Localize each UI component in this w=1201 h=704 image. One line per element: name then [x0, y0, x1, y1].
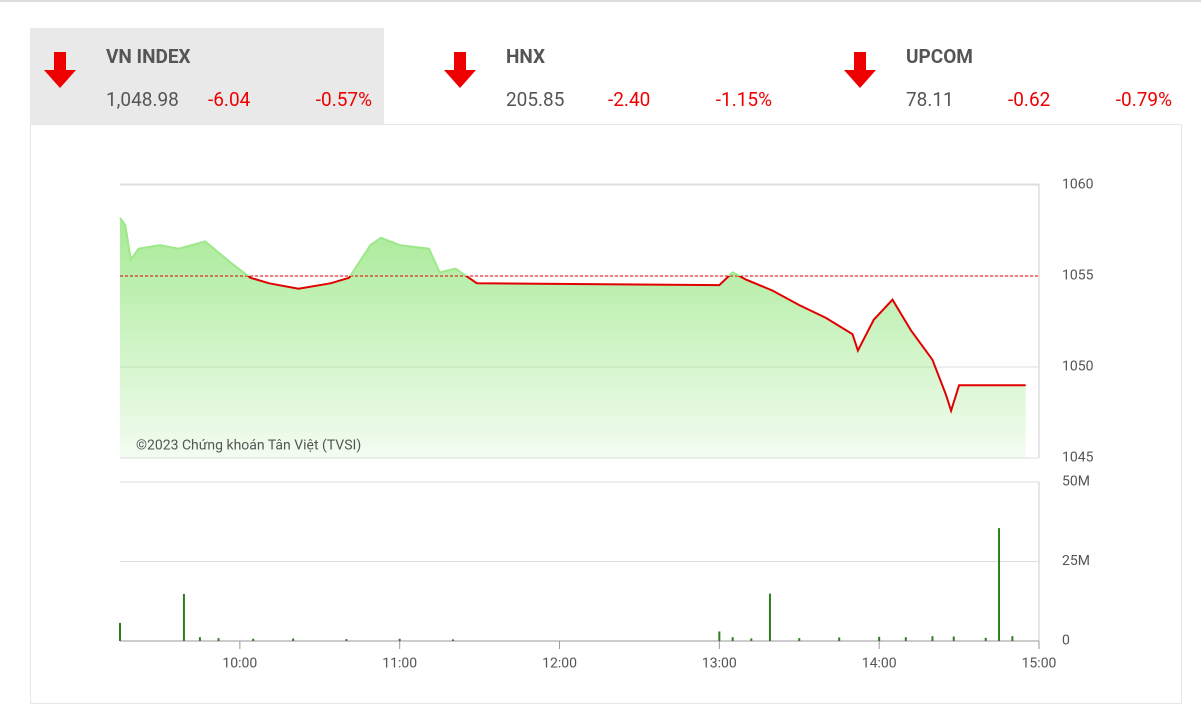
- index-change: -0.62: [1008, 88, 1051, 111]
- index-percent: -0.79%: [1115, 88, 1172, 111]
- index-value: 1,048.98: [106, 88, 179, 111]
- index-tab[interactable]: UPCOM 78.11 -0.62 -0.79%: [830, 28, 1184, 124]
- down-arrow: [444, 52, 476, 88]
- copyright: ©2023 Chứng khoán Tân Việt (TVSI): [136, 438, 361, 454]
- volume-bar: [952, 636, 955, 641]
- down-arrow: [44, 52, 76, 88]
- volume-bar: [798, 638, 801, 641]
- y-tick-label: 1055: [1062, 268, 1094, 284]
- x-tick-label: 12:00: [542, 656, 577, 672]
- down-arrow: [844, 52, 876, 88]
- volume-bar: [998, 528, 1001, 641]
- index-name: VN INDEX: [106, 45, 191, 68]
- index-percent: -1.15%: [715, 88, 772, 111]
- volume-bar: [931, 636, 934, 641]
- y-tick-label: 0: [1062, 633, 1070, 649]
- volume-bar: [217, 638, 220, 641]
- index-percent: -0.57%: [315, 88, 372, 111]
- y-tick-label: 1060: [1062, 177, 1094, 193]
- volume-bar: [345, 639, 348, 641]
- volume-bar: [119, 622, 121, 641]
- index-value: 205.85: [506, 88, 565, 111]
- volume-bar: [292, 638, 295, 641]
- index-name: UPCOM: [906, 45, 973, 68]
- volume-bar: [878, 636, 881, 641]
- price-area: [120, 217, 1026, 458]
- volume-bar: [838, 637, 841, 641]
- x-tick-label: 14:00: [862, 656, 897, 672]
- volume-bar: [768, 593, 771, 641]
- top-border: [0, 0, 1201, 2]
- volume-bar: [731, 637, 734, 641]
- index-value: 78.11: [906, 88, 954, 111]
- index-change: -6.04: [208, 88, 251, 111]
- volume-bar: [398, 638, 401, 641]
- y-tick-label: 1045: [1062, 450, 1094, 466]
- index-name: HNX: [506, 45, 546, 68]
- volume-bar: [718, 631, 721, 641]
- volume-bar: [198, 637, 201, 641]
- index-tab[interactable]: HNX 205.85 -2.40 -1.15%: [430, 28, 784, 124]
- volume-bar: [252, 638, 255, 641]
- volume-bar: [182, 593, 185, 641]
- volume-bar: [1011, 636, 1014, 641]
- x-tick-label: 10:00: [222, 656, 257, 672]
- volume-bar: [904, 637, 907, 641]
- volume-bar: [451, 639, 454, 641]
- x-tick-label: 15:00: [1022, 656, 1057, 672]
- price-line-up: [119, 217, 742, 276]
- price-line: [246, 276, 1026, 414]
- volume-bar: [750, 638, 753, 641]
- x-tick-label: 11:00: [382, 656, 417, 672]
- index-change: -2.40: [608, 88, 651, 111]
- x-tick-label: 13:00: [702, 656, 737, 672]
- index-tab[interactable]: VN INDEX 1,048.98 -6.04 -0.57%: [30, 28, 384, 124]
- volume-bar: [984, 637, 987, 641]
- y-tick-label: 1050: [1062, 359, 1094, 375]
- y-tick-label: 50M: [1062, 474, 1090, 490]
- y-tick-label: 25M: [1062, 553, 1090, 569]
